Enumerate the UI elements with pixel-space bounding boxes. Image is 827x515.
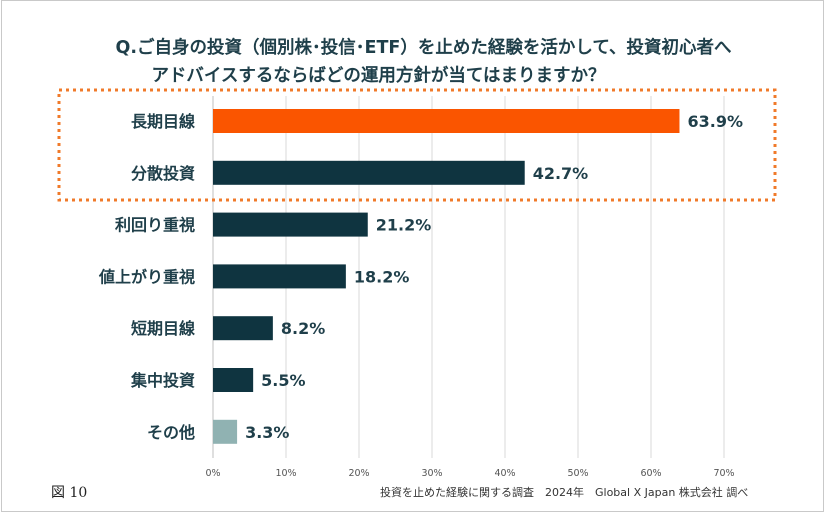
data-label: 8.2% xyxy=(281,319,325,338)
bar xyxy=(213,368,254,392)
category-label: 長期目線 xyxy=(131,112,195,131)
x-tick-label: 70% xyxy=(713,468,734,479)
data-label: 63.9% xyxy=(687,112,743,131)
category-label: その他 xyxy=(147,423,195,442)
category-label: 集中投資 xyxy=(130,371,195,390)
x-tick-label: 30% xyxy=(421,468,442,479)
data-label: 3.3% xyxy=(245,423,289,442)
highlight-box xyxy=(57,88,777,202)
category-label: 利回り重視 xyxy=(115,216,195,235)
x-tick-label: 0% xyxy=(205,468,220,479)
source-note: 投資を止めた経験に関する調査 2024年 Global X Japan 株式会社… xyxy=(380,486,749,499)
category-label: 分散投資 xyxy=(131,164,195,183)
data-label: 18.2% xyxy=(354,267,410,286)
data-label: 5.5% xyxy=(261,371,305,390)
chart-title-line2: アドバイスするならばどの運用方針が当てはまりますか？ xyxy=(151,66,606,86)
x-tick-label: 10% xyxy=(275,468,296,479)
bar xyxy=(213,316,273,341)
chart-title-line1: Q.ご自身の投資（個別株･投信･ETF）を止めた経験を活かして、投資初心者へ xyxy=(115,38,732,58)
category-label: 短期目線 xyxy=(131,319,195,338)
bar xyxy=(213,264,346,289)
bar xyxy=(213,109,680,133)
figure-label: 図 10 xyxy=(51,485,88,501)
category-label: 値上がり重視 xyxy=(98,267,195,286)
x-tick-label: 60% xyxy=(640,468,661,479)
x-tick-label: 50% xyxy=(567,468,588,479)
data-label: 21.2% xyxy=(376,216,432,235)
chart-title: Q.ご自身の投資（個別株･投信･ETF）を止めた経験を活かして、投資初心者へ ア… xyxy=(0,34,827,90)
bar xyxy=(213,160,525,185)
bar xyxy=(213,212,368,237)
data-label: 42.7% xyxy=(533,164,589,183)
x-tick-label: 20% xyxy=(348,468,369,479)
x-tick-label: 40% xyxy=(494,468,515,479)
bar xyxy=(213,419,238,444)
